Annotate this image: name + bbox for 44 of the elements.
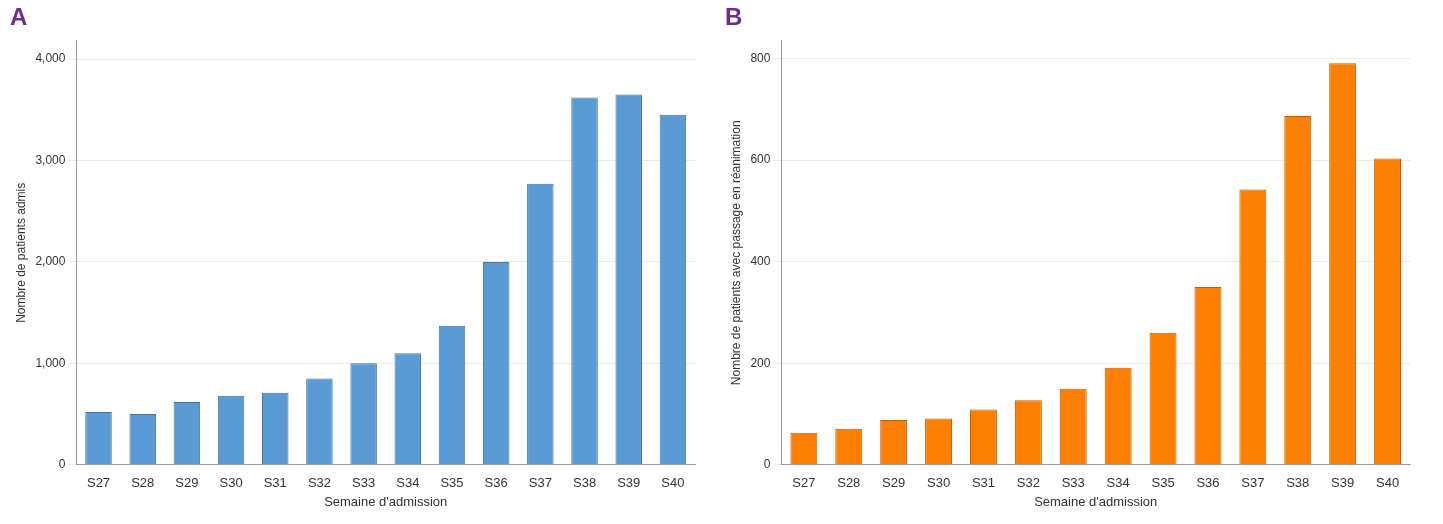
- x-tick-label: S37: [528, 475, 552, 491]
- x-tick-label: S32: [307, 475, 332, 491]
- chart-title: A: [10, 3, 28, 31]
- x-tick-label: S29: [882, 475, 906, 491]
- y-tick-label: 3,000: [35, 152, 66, 167]
- x-tick-label: S36: [484, 475, 508, 491]
- x-tick-label: S36: [1196, 475, 1220, 491]
- x-tick-label: S40: [661, 475, 685, 491]
- x-tick-label: S34: [1106, 475, 1130, 491]
- x-tick-label: S27: [86, 475, 111, 491]
- y-tick-label: 0: [58, 457, 66, 472]
- x-tick-label: S35: [1151, 475, 1175, 491]
- x-tick-label: S28: [131, 475, 155, 491]
- y-tick-label: 800: [750, 50, 771, 65]
- y-tick-label: 600: [750, 152, 771, 167]
- x-tick-label: S27: [792, 475, 816, 491]
- x-tick-label: S33: [352, 475, 376, 491]
- x-tick-label: S39: [1331, 475, 1355, 491]
- x-tick-label: S31: [263, 475, 287, 491]
- x-tick-label: S37: [1241, 475, 1265, 491]
- y-axis-title: Nombre de patients avec passage en réanimation: [728, 120, 743, 386]
- x-tick-label: S30: [219, 475, 243, 491]
- y-tick-label: 4,000: [35, 51, 66, 66]
- x-tick-label: S28: [837, 475, 861, 491]
- y-tick-label: 1,000: [35, 355, 66, 370]
- x-tick-label: S29: [175, 475, 199, 491]
- x-tick-label: S38: [1286, 475, 1310, 491]
- x-tick-label: S39: [617, 475, 641, 491]
- y-tick-label: 200: [750, 355, 771, 370]
- x-tick-label: S38: [572, 475, 597, 491]
- x-tick-label: S35: [440, 475, 464, 491]
- x-axis-title: Semaine d'admission: [324, 493, 448, 509]
- x-tick-label: S33: [1061, 475, 1085, 491]
- y-tick-label: 2,000: [35, 254, 66, 269]
- x-tick-label: S34: [396, 475, 420, 491]
- y-tick-label: 0: [763, 457, 771, 472]
- x-tick-label: S32: [1016, 475, 1040, 491]
- x-tick-label: S40: [1375, 475, 1400, 491]
- x-tick-label: S30: [927, 475, 951, 491]
- x-tick-label: S31: [971, 475, 996, 491]
- chart-title: B: [725, 3, 743, 31]
- y-axis-title: Nombre de patients admis: [13, 182, 28, 323]
- y-tick-label: 400: [750, 254, 771, 268]
- x-axis-title: Semaine d'admission: [1034, 493, 1158, 509]
